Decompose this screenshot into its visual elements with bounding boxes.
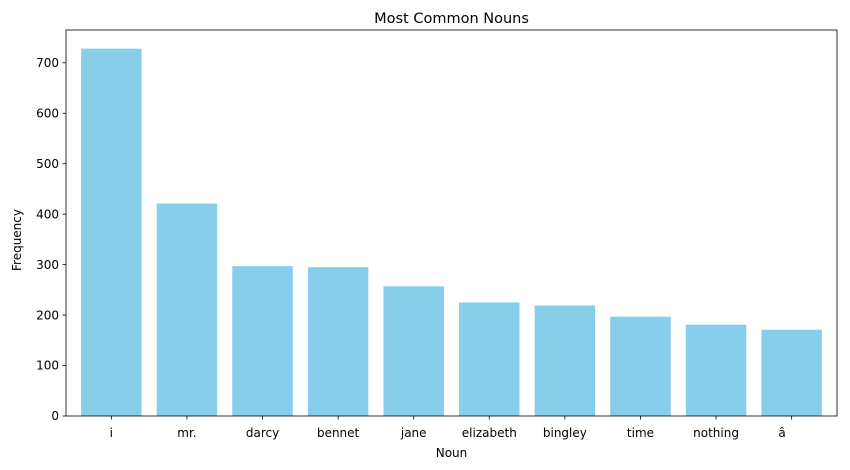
x-tick-label-1: mr. — [177, 426, 196, 440]
bar-8 — [685, 324, 747, 416]
x-tick-label-5: elizabeth — [462, 426, 517, 440]
y-tick-label-2: 200 — [36, 308, 59, 322]
x-axis-label: Noun — [436, 446, 468, 460]
bar-5 — [459, 302, 520, 416]
chart-title: Most Common Nouns — [374, 11, 529, 27]
bar-1 — [156, 203, 218, 416]
bars-group — [81, 48, 822, 417]
y-axis-label: Frequency — [10, 209, 24, 271]
y-tick-label-0: 0 — [51, 409, 59, 423]
x-tick-label-7: time — [627, 426, 654, 440]
x-tick-label-9: â — [778, 426, 805, 440]
y-tick-label-1: 100 — [36, 359, 59, 373]
y-tick-label-4: 400 — [36, 207, 59, 221]
x-tick-label-3: bennet — [317, 426, 360, 440]
bar-9 — [761, 329, 822, 416]
bar-0 — [81, 48, 142, 417]
x-tick-label-0: i — [110, 426, 113, 440]
bar-2 — [232, 266, 293, 416]
plot-frame — [65, 29, 838, 417]
bar-3 — [307, 267, 369, 416]
bar-4 — [383, 286, 444, 416]
x-tick-label-4: jane — [400, 426, 427, 440]
y-tick-label-3: 300 — [36, 258, 59, 272]
y-tick-label-5: 500 — [36, 157, 59, 171]
x-tick-label-2: darcy — [246, 426, 279, 440]
x-axis: i mr. darcy bennet jane elizabeth bingley time n… — [110, 416, 805, 440]
bar-6 — [534, 305, 596, 416]
y-tick-label-7: 700 — [36, 56, 59, 70]
y-tick-label-6: 600 — [36, 106, 59, 120]
x-tick-label-8: nothing — [693, 426, 739, 440]
y-axis: 0 100 200 300 400 500 600 700 — [36, 56, 66, 423]
x-tick-label-6: bingley — [543, 426, 587, 440]
bar-7 — [610, 316, 671, 416]
